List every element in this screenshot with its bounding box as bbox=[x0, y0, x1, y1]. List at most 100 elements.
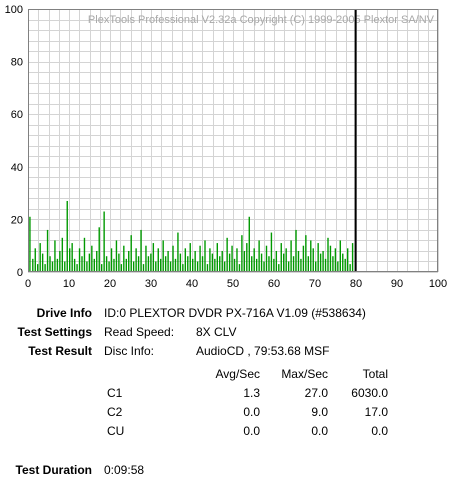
x-tick-label: 90 bbox=[391, 278, 403, 290]
bar bbox=[73, 258, 76, 272]
bar bbox=[137, 256, 140, 272]
bar bbox=[69, 248, 71, 272]
bar bbox=[243, 250, 246, 272]
x-tick-label: 80 bbox=[350, 278, 362, 290]
x-tick-label: 30 bbox=[145, 278, 157, 290]
bar bbox=[334, 248, 337, 272]
row-cu-max: 0.0 bbox=[311, 424, 328, 438]
bar bbox=[187, 256, 189, 272]
bar bbox=[130, 235, 132, 272]
x-tick-label: 40 bbox=[186, 278, 198, 290]
bar bbox=[44, 264, 46, 272]
bar bbox=[307, 256, 310, 272]
drive-info-value: ID:0 PLEXTOR DVDR PX-716A V1.09 (#538634… bbox=[104, 306, 366, 320]
bar bbox=[337, 261, 339, 272]
y-tick-label: 40 bbox=[11, 162, 23, 174]
bar bbox=[37, 264, 39, 272]
bar bbox=[332, 256, 334, 272]
bar-series bbox=[29, 200, 354, 272]
bar bbox=[329, 245, 332, 272]
bar bbox=[96, 250, 98, 272]
bar bbox=[105, 256, 108, 272]
bar bbox=[246, 243, 248, 272]
row-c1-max: 27.0 bbox=[304, 386, 328, 400]
bar bbox=[172, 245, 174, 272]
bar bbox=[160, 258, 162, 272]
y-tick-label: 80 bbox=[11, 57, 23, 69]
row-c2-max: 9.0 bbox=[311, 405, 328, 419]
bar bbox=[59, 250, 61, 272]
bar bbox=[280, 243, 282, 272]
bar bbox=[241, 235, 243, 272]
bar bbox=[88, 253, 91, 272]
row-c2-avg: 0.0 bbox=[243, 405, 260, 419]
bar bbox=[290, 240, 292, 272]
col-header-total: Total bbox=[362, 367, 388, 381]
bar bbox=[231, 245, 233, 272]
x-tick-label: 20 bbox=[104, 278, 116, 290]
read-speed-value: 8X CLV bbox=[196, 325, 237, 339]
bar bbox=[177, 232, 179, 272]
disc-info-value: AudioCD , 79:53.68 MSF bbox=[196, 344, 330, 358]
y-tick-label: 60 bbox=[11, 109, 23, 121]
bar bbox=[287, 261, 290, 272]
row-c1-total: 6030.0 bbox=[351, 386, 388, 400]
bar bbox=[327, 237, 329, 272]
chart-svg: PlexTools Professional V2.32a Copyright … bbox=[5, 4, 448, 290]
bar bbox=[184, 248, 187, 272]
plot-border bbox=[28, 9, 438, 272]
bar bbox=[302, 245, 305, 272]
row-cu-total: 0.0 bbox=[371, 424, 388, 438]
bar bbox=[344, 258, 346, 272]
x-tick-label: 50 bbox=[227, 278, 239, 290]
bar bbox=[214, 258, 216, 272]
disc-info-label: Disc Info: bbox=[104, 344, 155, 358]
row-cu-avg: 0.0 bbox=[243, 424, 260, 438]
bar bbox=[49, 256, 51, 272]
bar bbox=[295, 229, 297, 272]
bar bbox=[120, 264, 123, 272]
bar bbox=[125, 258, 127, 272]
bar bbox=[219, 256, 221, 272]
bar bbox=[128, 250, 130, 272]
bar bbox=[123, 245, 125, 272]
bar bbox=[255, 258, 258, 272]
bar bbox=[152, 243, 155, 272]
bar bbox=[157, 248, 159, 272]
bar bbox=[305, 235, 307, 272]
bar bbox=[98, 227, 100, 272]
bar bbox=[196, 261, 199, 272]
bar bbox=[81, 256, 83, 272]
bar bbox=[64, 261, 66, 272]
bar bbox=[260, 253, 263, 272]
bar bbox=[110, 248, 113, 272]
bar bbox=[113, 258, 115, 272]
x-tick-label: 70 bbox=[309, 278, 321, 290]
bar bbox=[236, 248, 238, 272]
bar bbox=[91, 245, 93, 272]
bar bbox=[268, 256, 270, 272]
bar bbox=[118, 253, 120, 272]
bar bbox=[71, 243, 73, 272]
bar bbox=[132, 261, 135, 272]
test-duration-label: Test Duration bbox=[15, 463, 92, 477]
bar bbox=[346, 248, 349, 272]
test-settings-label: Test Settings bbox=[17, 325, 92, 339]
bar bbox=[292, 256, 295, 272]
bar bbox=[140, 229, 142, 272]
bar bbox=[226, 237, 228, 272]
bar bbox=[349, 264, 351, 272]
bar bbox=[46, 229, 49, 272]
bar bbox=[162, 240, 164, 272]
bar bbox=[310, 240, 312, 272]
bar bbox=[263, 261, 265, 272]
read-speed-label: Read Speed: bbox=[104, 325, 175, 339]
bar bbox=[248, 216, 250, 272]
bar bbox=[103, 211, 105, 272]
bar bbox=[61, 237, 64, 272]
bar bbox=[39, 243, 41, 272]
bar bbox=[135, 248, 137, 272]
bar bbox=[300, 258, 302, 272]
bar bbox=[238, 264, 241, 272]
bar bbox=[216, 243, 218, 272]
